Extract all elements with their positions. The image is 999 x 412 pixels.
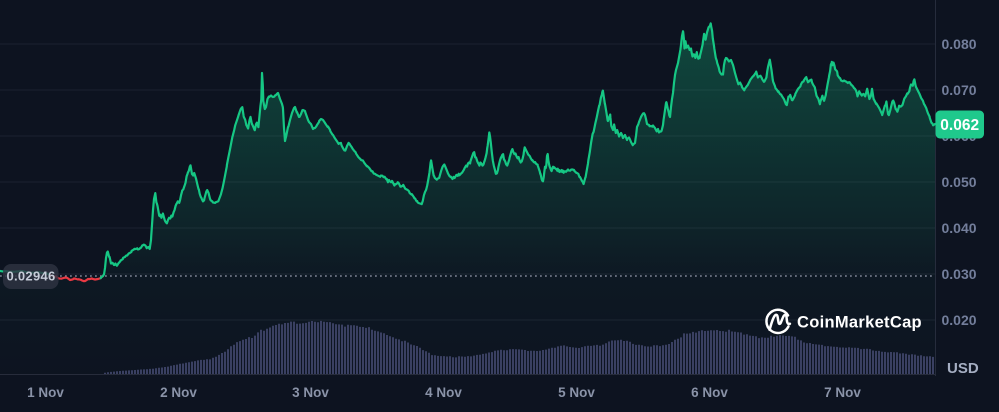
svg-text:0.050: 0.050 — [942, 174, 977, 190]
svg-text:0.040: 0.040 — [942, 220, 977, 236]
svg-text:0.080: 0.080 — [942, 36, 977, 52]
svg-text:CoinMarketCap: CoinMarketCap — [797, 314, 922, 332]
svg-text:0.070: 0.070 — [942, 82, 977, 98]
svg-text:2 Nov: 2 Nov — [160, 385, 197, 400]
svg-text:6 Nov: 6 Nov — [691, 385, 728, 400]
svg-text:1 Nov: 1 Nov — [27, 385, 64, 400]
svg-text:0.020: 0.020 — [942, 312, 977, 328]
svg-text:0.02946: 0.02946 — [6, 268, 55, 283]
svg-text:5 Nov: 5 Nov — [558, 385, 595, 400]
svg-text:4 Nov: 4 Nov — [425, 385, 462, 400]
svg-text:3 Nov: 3 Nov — [292, 385, 329, 400]
svg-text:0.062: 0.062 — [940, 117, 979, 134]
svg-text:USD: USD — [947, 360, 979, 377]
svg-text:7 Nov: 7 Nov — [824, 385, 861, 400]
svg-text:0.030: 0.030 — [942, 266, 977, 282]
